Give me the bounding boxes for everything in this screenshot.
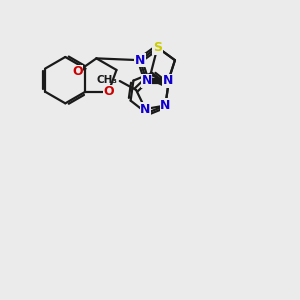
Text: CH₃: CH₃ <box>96 74 117 85</box>
Text: N: N <box>140 103 151 116</box>
Text: O: O <box>72 65 83 78</box>
Text: N: N <box>163 74 173 87</box>
Text: N: N <box>141 74 152 87</box>
Text: N: N <box>135 54 145 67</box>
Text: N: N <box>160 99 171 112</box>
Text: N: N <box>141 74 152 87</box>
Text: O: O <box>103 85 114 98</box>
Text: S: S <box>153 41 162 54</box>
